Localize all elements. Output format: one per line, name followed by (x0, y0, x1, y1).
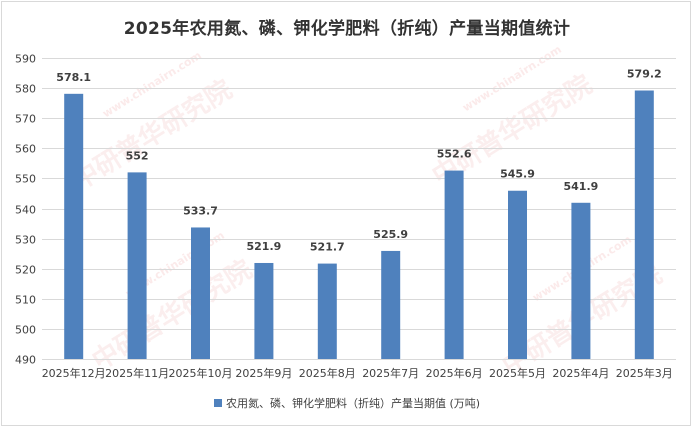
bar (64, 93, 84, 359)
bar (508, 190, 527, 359)
y-tick-label: 520 (15, 264, 36, 277)
y-tick-label: 590 (15, 53, 36, 66)
legend-swatch (213, 399, 222, 407)
x-tick-label: 2025年12月 (42, 366, 106, 380)
y-tick-label: 570 (15, 113, 36, 126)
x-tick-label: 2025年3月 (616, 366, 673, 380)
data-label: 578.1 (56, 71, 91, 84)
y-tick-label: 580 (15, 83, 36, 96)
bar (254, 262, 274, 359)
data-label: 545.9 (500, 168, 535, 181)
data-label: 521.9 (247, 240, 282, 253)
y-tick-label: 560 (15, 143, 36, 156)
x-tick-label: 2025年6月 (426, 366, 483, 380)
x-tick-label: 2025年10月 (169, 366, 233, 380)
data-label: 552.6 (437, 148, 472, 161)
data-label: 541.9 (564, 180, 599, 193)
y-tick-label: 530 (15, 234, 36, 247)
bar (127, 172, 147, 359)
x-tick-label: 2025年8月 (299, 366, 356, 380)
y-tick-label: 510 (15, 294, 36, 307)
y-tick-label: 500 (15, 324, 36, 337)
x-tick-label: 2025年9月 (235, 366, 292, 380)
y-tick-label: 550 (15, 173, 36, 186)
bar (571, 202, 591, 359)
legend: 农用氮、磷、钾化学肥料（折纯）产量当期值 (万吨) (0, 395, 694, 411)
data-label: 552 (126, 149, 149, 162)
legend-label: 农用氮、磷、钾化学肥料（折纯）产量当期值 (万吨) (225, 397, 481, 410)
x-tick-label: 2025年4月 (552, 366, 609, 380)
data-label: 533.7 (183, 204, 218, 217)
bar (317, 263, 337, 359)
chart-title: 2025年农用氮、磷、钾化学肥料（折纯）产量当期值统计 (123, 19, 571, 39)
bar (381, 250, 401, 359)
data-label: 525.9 (373, 228, 408, 241)
data-label: 579.2 (627, 68, 662, 81)
bar (191, 227, 210, 359)
x-tick-label: 2025年11月 (105, 366, 169, 380)
y-tick-label: 490 (15, 354, 36, 367)
x-tick-label: 2025年7月 (362, 366, 419, 380)
data-label: 521.7 (310, 241, 345, 254)
bar (634, 90, 654, 360)
y-tick-label: 540 (15, 204, 36, 217)
x-tick-label: 2025年5月 (489, 366, 546, 380)
bar (444, 170, 464, 359)
